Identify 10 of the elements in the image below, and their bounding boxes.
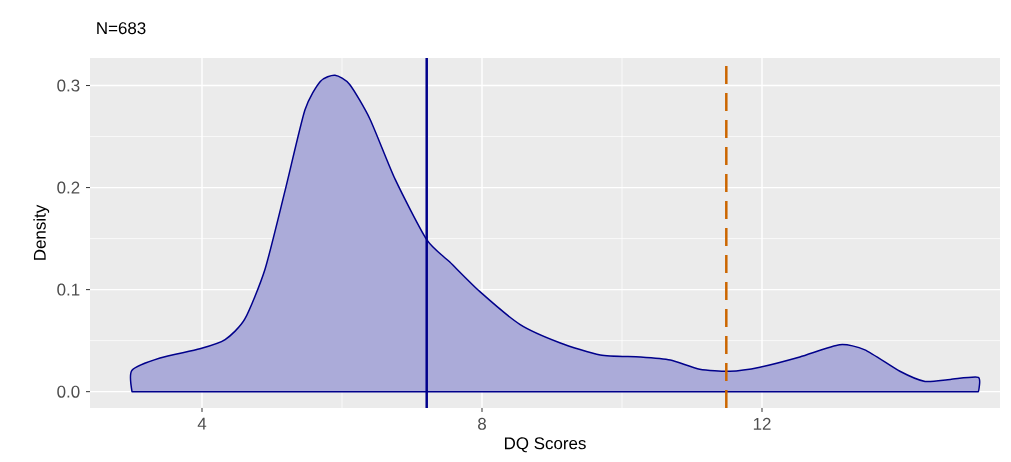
x-tick-label: 8 (478, 417, 486, 430)
x-tick-label: 4 (197, 417, 207, 430)
y-tick-label: 0.2 (57, 181, 80, 194)
chart-title: N=683 (97, 22, 146, 35)
x-axis-title: DQ Scores (504, 437, 586, 453)
y-tick-label: 0.1 (57, 283, 80, 296)
y-tick-label: 0.3 (57, 79, 80, 92)
y-tick-label: 0.0 (57, 385, 80, 398)
x-tick-label: 12 (753, 417, 771, 430)
y-axis-title: Density (33, 204, 50, 260)
